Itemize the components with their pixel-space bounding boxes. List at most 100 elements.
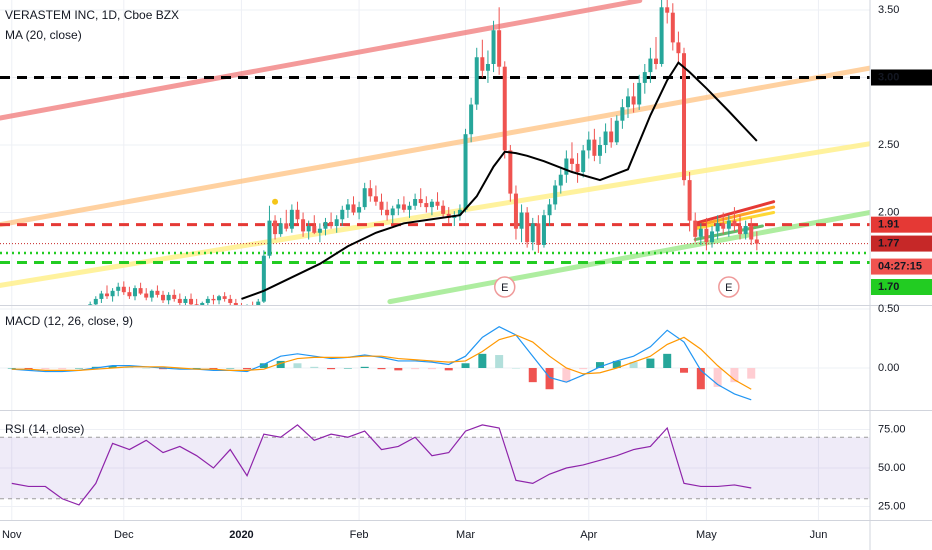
earnings-label: E bbox=[725, 282, 732, 294]
candle-body bbox=[418, 199, 423, 204]
candle-body bbox=[373, 196, 378, 202]
candle-body bbox=[502, 66, 507, 151]
candle-body bbox=[609, 131, 614, 143]
candle-body bbox=[334, 219, 339, 227]
candle-body bbox=[88, 304, 93, 305]
histogram-bar bbox=[259, 363, 268, 368]
histogram-bar bbox=[629, 362, 638, 368]
candle-body bbox=[177, 298, 182, 303]
y-tick-label: 75.00 bbox=[878, 423, 906, 435]
candle-body bbox=[710, 231, 715, 243]
candle-body bbox=[614, 120, 619, 143]
price-label: 1.91 bbox=[878, 219, 899, 231]
histogram-bar bbox=[276, 360, 285, 368]
candle-body bbox=[267, 220, 272, 256]
candle-body bbox=[323, 221, 328, 229]
candle-body bbox=[698, 228, 703, 237]
candle-body bbox=[530, 223, 535, 243]
candle-body bbox=[362, 188, 367, 208]
histogram-bar bbox=[663, 353, 672, 368]
candle-body bbox=[172, 294, 177, 299]
candle-body bbox=[435, 201, 440, 206]
candle-body bbox=[547, 204, 552, 216]
x-tick-label: Nov bbox=[2, 529, 22, 541]
histogram-bar bbox=[461, 363, 470, 368]
candle-body bbox=[726, 220, 731, 229]
earnings-label: E bbox=[501, 282, 508, 294]
candle-body bbox=[166, 294, 171, 301]
trend-line bbox=[0, 0, 643, 121]
candle-body bbox=[189, 298, 194, 305]
candle-body bbox=[513, 193, 518, 229]
candle-body bbox=[721, 223, 726, 229]
candle-body bbox=[396, 204, 401, 209]
candle-body bbox=[620, 107, 625, 121]
candle-body bbox=[222, 296, 227, 299]
candle-body bbox=[665, 7, 670, 13]
candle-body bbox=[474, 57, 479, 105]
candle-body bbox=[161, 294, 166, 301]
indicator-label: MA (20, close) bbox=[5, 28, 82, 42]
x-tick-label: Feb bbox=[350, 529, 369, 541]
histogram-bar bbox=[579, 368, 588, 370]
price-label: 1.70 bbox=[878, 281, 899, 293]
histogram-bar bbox=[696, 368, 705, 390]
candle-body bbox=[340, 209, 345, 220]
candle-body bbox=[429, 201, 434, 208]
histogram-bar bbox=[142, 368, 151, 369]
countdown-label-box bbox=[871, 258, 932, 275]
candle-body bbox=[228, 298, 233, 303]
histogram-bar bbox=[226, 368, 235, 369]
candle-body bbox=[110, 290, 115, 297]
candle-body bbox=[127, 292, 132, 297]
candle-body bbox=[687, 180, 692, 221]
candle-body bbox=[312, 226, 317, 233]
candle-body bbox=[631, 96, 636, 105]
candle-body bbox=[273, 220, 278, 235]
candle-body bbox=[682, 53, 687, 181]
candle-body bbox=[553, 185, 558, 205]
last-price-label: 1.77 bbox=[878, 237, 899, 249]
candle-body bbox=[149, 290, 154, 298]
histogram-bar bbox=[192, 368, 201, 369]
candle-body bbox=[261, 255, 266, 302]
candle-body bbox=[715, 223, 720, 232]
candle-body bbox=[508, 150, 513, 194]
candle-body bbox=[654, 58, 659, 64]
histogram-bar bbox=[327, 368, 336, 370]
candle-body bbox=[104, 293, 109, 297]
trend-line bbox=[387, 210, 870, 305]
last-price-label-box bbox=[871, 235, 932, 252]
candle-body bbox=[525, 212, 530, 243]
candle-body bbox=[390, 208, 395, 216]
candle-body bbox=[211, 298, 216, 301]
candle-body bbox=[144, 293, 149, 298]
candle-body bbox=[485, 63, 490, 71]
candle-body bbox=[575, 163, 580, 173]
histogram-bar bbox=[730, 368, 739, 383]
candle-body bbox=[295, 209, 300, 220]
macd-line bbox=[11, 326, 752, 401]
earnings-marker bbox=[493, 276, 516, 298]
price-label-box bbox=[871, 279, 932, 295]
rsi-pane bbox=[0, 410, 870, 520]
histogram-bar bbox=[394, 368, 403, 371]
price-label-box bbox=[871, 216, 932, 233]
signal-line bbox=[11, 334, 752, 390]
histogram-bar bbox=[562, 368, 571, 383]
price-label-box bbox=[871, 69, 932, 86]
candle-body bbox=[749, 226, 754, 240]
candle-body bbox=[457, 209, 462, 216]
candle-body bbox=[586, 139, 591, 151]
candle-body bbox=[351, 204, 356, 213]
candle-body bbox=[637, 82, 642, 105]
candle-body bbox=[536, 223, 541, 245]
candle-body bbox=[357, 207, 362, 213]
candle-body bbox=[603, 131, 608, 146]
x-tick-label: 2020 bbox=[229, 529, 253, 541]
candle-body bbox=[581, 150, 586, 173]
indicator-label: MACD (12, 26, close, 9) bbox=[5, 314, 133, 328]
histogram-bar bbox=[74, 368, 83, 369]
x-tick-label: May bbox=[696, 529, 717, 541]
